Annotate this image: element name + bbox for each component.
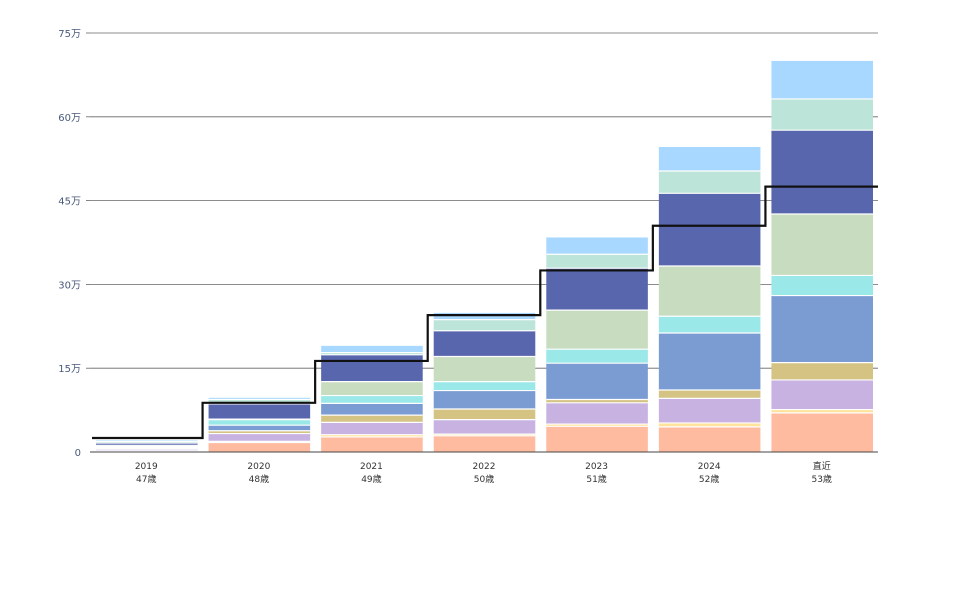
bar-segment-s6 bbox=[771, 275, 873, 296]
bar-segment-s8 bbox=[433, 330, 536, 357]
bar-segment-s1 bbox=[208, 442, 311, 452]
y-tick-label: 15万 bbox=[58, 364, 81, 375]
bar-segment-s10 bbox=[208, 397, 311, 400]
bar-segment-s8 bbox=[771, 130, 873, 215]
bar-segment-s3 bbox=[658, 398, 761, 423]
bar-segment-s8 bbox=[96, 443, 198, 446]
y-tick-label: 30万 bbox=[58, 280, 81, 291]
bar-segment-s1 bbox=[546, 426, 648, 452]
bar-segment-s5 bbox=[546, 363, 648, 400]
bar-segment-s5 bbox=[658, 333, 761, 390]
bar-segment-s2 bbox=[433, 434, 536, 436]
bar-segment-s7 bbox=[433, 356, 536, 382]
bars bbox=[96, 60, 873, 453]
bar-segment-s8 bbox=[658, 193, 761, 266]
bar-segment-s1 bbox=[433, 435, 536, 452]
x-tick-label: 2021 bbox=[360, 462, 383, 472]
y-tick-label: 75万 bbox=[58, 29, 81, 40]
x-tick-label: 2019 bbox=[135, 462, 158, 472]
bar-segment-s7 bbox=[321, 381, 423, 396]
bar-segment-s4 bbox=[546, 399, 648, 403]
bar-segment-s5 bbox=[433, 390, 536, 409]
bar-segment-s3 bbox=[208, 433, 311, 442]
x-tick-label: 2024 bbox=[698, 462, 721, 472]
bar-segment-s1 bbox=[771, 412, 873, 452]
bar-segment-s10 bbox=[321, 345, 423, 353]
step-line-path bbox=[92, 185, 878, 440]
bar-segment-s5 bbox=[208, 425, 311, 431]
x-tick-label: 2022 bbox=[473, 462, 496, 472]
bar-segment-s3 bbox=[771, 379, 873, 410]
y-tick-label: 60万 bbox=[58, 113, 81, 124]
bar-segment-s7 bbox=[771, 214, 873, 276]
bar-segment-s4 bbox=[658, 389, 761, 399]
bar-segment-s10 bbox=[433, 312, 536, 320]
x-tick-sublabel: 52歳 bbox=[699, 473, 719, 485]
bar-segment-s3 bbox=[321, 422, 423, 435]
bar-segment-s4 bbox=[321, 415, 423, 423]
x-tick-sublabel: 48歳 bbox=[249, 473, 269, 485]
bar-segment-s6 bbox=[546, 349, 648, 364]
y-tick-label: 0 bbox=[75, 448, 81, 459]
bar-segment-s4 bbox=[208, 430, 311, 434]
x-tick-label: 2020 bbox=[247, 462, 270, 472]
bar-segment-s10 bbox=[658, 146, 761, 171]
x-tick-label: 直近 bbox=[813, 460, 831, 472]
bar-segment-s1 bbox=[658, 426, 761, 452]
bar-segment-s5 bbox=[321, 403, 423, 416]
bar-segment-s8 bbox=[546, 268, 648, 311]
bar-segment-s7 bbox=[546, 310, 648, 350]
x-tick-sublabel: 51歳 bbox=[586, 473, 606, 485]
bar-segment-s9 bbox=[658, 170, 761, 194]
y-tick-label: 45万 bbox=[58, 197, 81, 208]
bar-segment-s4 bbox=[771, 362, 873, 380]
bar-segment-s2 bbox=[771, 409, 873, 413]
bar-segment-s8 bbox=[321, 354, 423, 382]
bar-segment-s7 bbox=[658, 265, 761, 317]
x-tick-sublabel: 50歳 bbox=[474, 473, 494, 485]
bar-segment-s5 bbox=[771, 295, 873, 363]
bar-segment-s4 bbox=[433, 408, 536, 420]
bar-segment-s2 bbox=[658, 422, 761, 427]
x-tick-sublabel: 49歳 bbox=[361, 473, 381, 485]
bar-segment-s2 bbox=[546, 424, 648, 427]
bar-segment-s9 bbox=[546, 254, 648, 269]
bar-segment-s1 bbox=[321, 436, 423, 452]
bar-segment-s6 bbox=[433, 381, 536, 391]
bar-segment-s6 bbox=[658, 316, 761, 334]
bar-segment-s10 bbox=[771, 60, 873, 99]
x-tick-sublabel: 53歳 bbox=[811, 473, 831, 485]
bar-segment-s9 bbox=[321, 352, 423, 355]
bar-segment-s8 bbox=[208, 403, 311, 420]
bar-segment-s9 bbox=[433, 319, 536, 331]
x-tick-label: 2023 bbox=[585, 462, 608, 472]
bar-segment-s9 bbox=[771, 98, 873, 131]
step-line bbox=[92, 185, 878, 440]
bar-segment-s9 bbox=[208, 399, 311, 404]
x-tick-sublabel: 47歳 bbox=[136, 473, 156, 485]
bar-segment-s9 bbox=[96, 441, 198, 444]
bar-segment-s10 bbox=[546, 237, 648, 255]
bar-segment-s2 bbox=[321, 434, 423, 437]
bar-segment-s3 bbox=[96, 449, 198, 451]
bar-segment-s3 bbox=[546, 402, 648, 425]
bar-segment-s6 bbox=[321, 395, 423, 404]
bar-segment-s6 bbox=[208, 419, 311, 426]
bar-segment-s3 bbox=[433, 419, 536, 435]
